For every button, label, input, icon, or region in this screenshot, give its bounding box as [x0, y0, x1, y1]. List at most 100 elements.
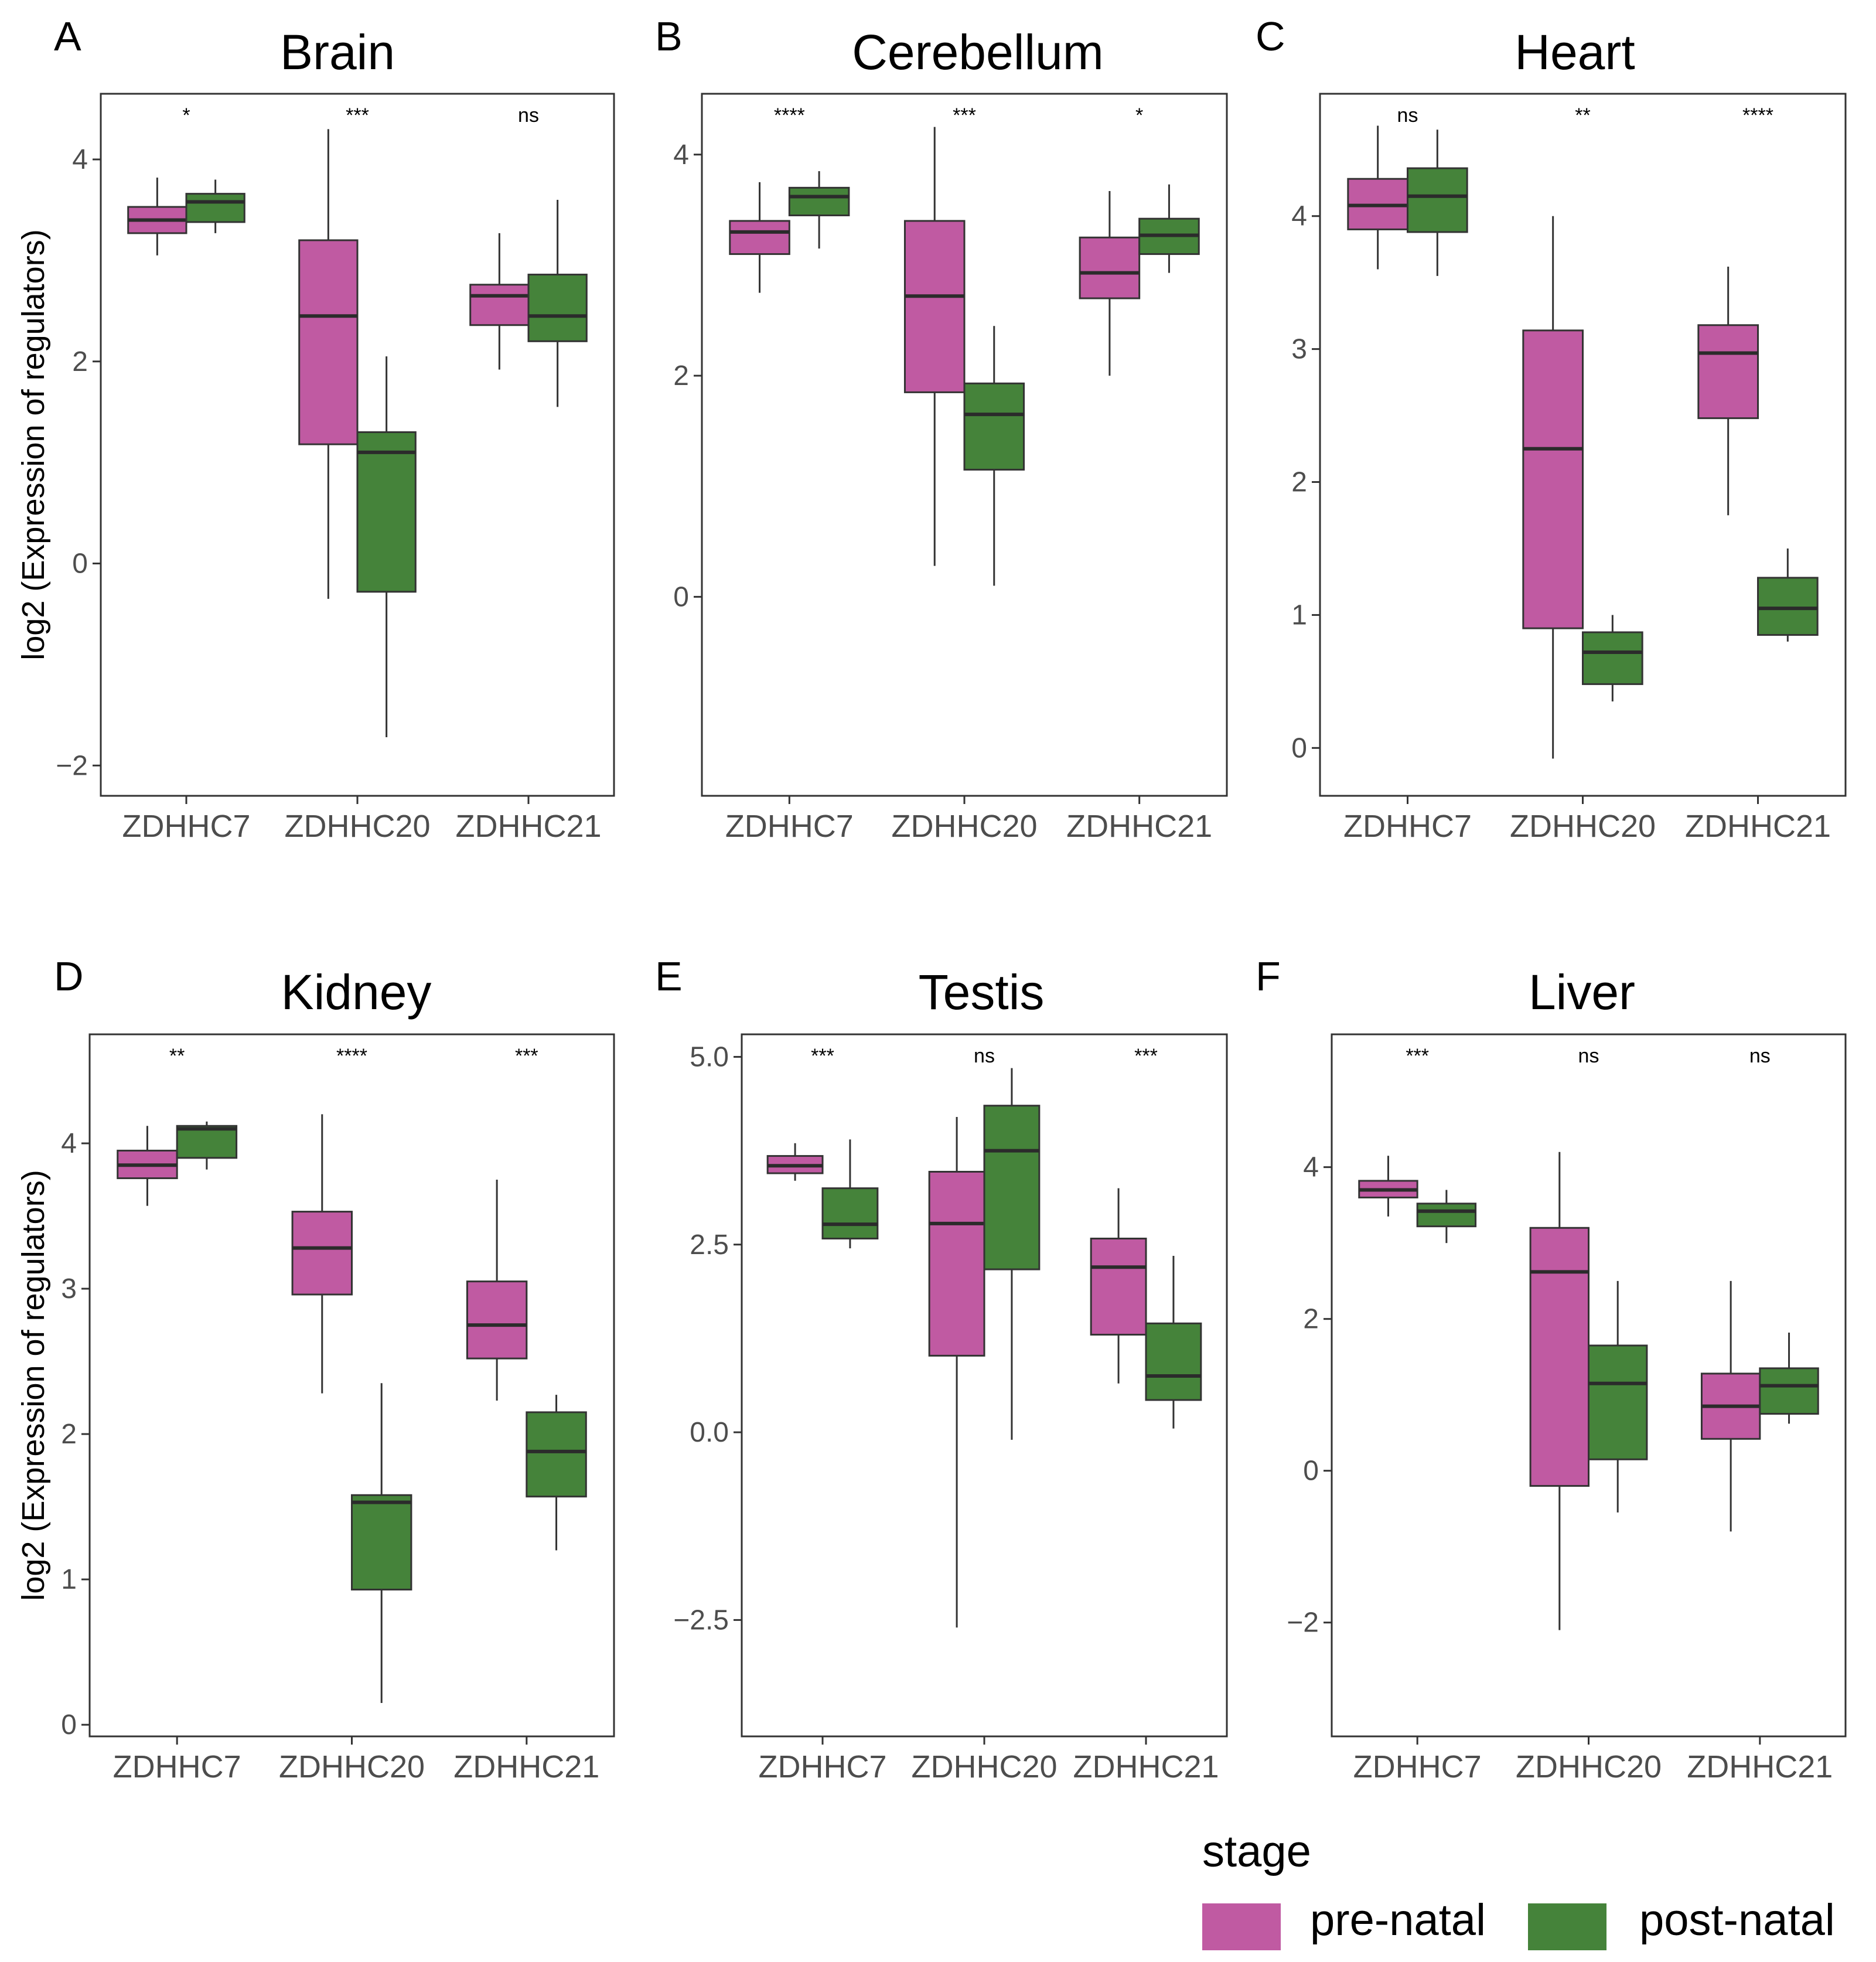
- panel-letter: A: [54, 13, 81, 59]
- legend-title: stage: [1202, 1827, 1311, 1876]
- y-tick-label: 4: [72, 144, 88, 175]
- x-tick-label: ZDHHC7: [1353, 1749, 1482, 1784]
- significance-label: ***: [811, 1045, 834, 1067]
- x-tick-label: ZDHHC20: [284, 809, 430, 844]
- panel-testis: E Testis 5.0 2.5 0.0 −2.5 ZDHHC7 *** ZDHHC20 ns ZD…: [655, 953, 1228, 1784]
- box-post-natal: [821, 1187, 879, 1240]
- panels: A Brain 4 2 0 −2 log2 (Expression of regulator…: [16, 13, 1847, 1784]
- significance-label: ns: [1749, 1045, 1771, 1067]
- panel-letter: E: [655, 953, 683, 999]
- y-tick-label: 4: [1291, 201, 1307, 232]
- box-post-natal: [176, 1125, 238, 1159]
- box-pre-natal: [1697, 324, 1759, 420]
- panel-brain: A Brain 4 2 0 −2 log2 (Expression of regulator…: [16, 13, 615, 844]
- panel-kidney: D Kidney 4 3 2 1 0 log2 (Expression of regulato…: [16, 953, 615, 1784]
- y-tick-label: −2: [1287, 1607, 1319, 1639]
- box-post-natal: [963, 382, 1025, 471]
- legend-swatch-pre-natal: [1202, 1903, 1281, 1950]
- x-tick-label: ZDHHC7: [1343, 809, 1472, 844]
- box-pre-natal: [469, 284, 530, 326]
- y-tick-label: 1: [61, 1564, 77, 1595]
- y-axis-label: log2 (Expression of regulators): [16, 1170, 51, 1600]
- legend: stage pre-natal post-natal: [1202, 1827, 1835, 1950]
- x-tick-label: ZDHHC20: [1510, 809, 1656, 844]
- x-tick-label: ZDHHC20: [1516, 1749, 1662, 1784]
- significance-label: ns: [1397, 104, 1418, 127]
- significance-label: ***: [1134, 1045, 1158, 1067]
- box-post-natal: [1588, 1344, 1648, 1460]
- y-tick-label: 2: [1303, 1304, 1319, 1335]
- x-tick-label: ZDHHC7: [758, 1749, 886, 1784]
- significance-label: ns: [1578, 1045, 1599, 1067]
- y-axis-label: log2 (Expression of regulators): [16, 229, 51, 660]
- x-tick-label: ZDHHC7: [725, 809, 854, 844]
- box-post-natal: [526, 1411, 587, 1498]
- panel-letter: F: [1256, 953, 1281, 999]
- significance-label: *: [182, 104, 190, 127]
- box-pre-natal: [466, 1280, 528, 1360]
- box-post-natal: [1416, 1203, 1477, 1228]
- box-post-natal: [1407, 167, 1468, 233]
- y-tick-label: 3: [1291, 334, 1307, 365]
- panel-heart: C Heart 4 3 2 1 0 ZDHHC7 ns ZDHHC20 ** ZDHHC21 ****: [1256, 13, 1847, 844]
- box-post-natal: [1145, 1322, 1202, 1401]
- y-tick-label: 3: [61, 1273, 77, 1304]
- y-tick-label: 2: [673, 360, 689, 391]
- y-tick-label: 1: [1291, 600, 1307, 631]
- y-tick-label: 4: [673, 139, 689, 171]
- panel-letter: D: [54, 953, 84, 999]
- x-tick-label: ZDHHC21: [1687, 1749, 1833, 1784]
- x-tick-label: ZDHHC21: [1073, 1749, 1219, 1784]
- legend-swatch-post-natal: [1528, 1903, 1606, 1950]
- y-tick-label: 4: [61, 1128, 77, 1159]
- y-tick-label: 2: [1291, 467, 1307, 498]
- box-post-natal: [788, 186, 850, 217]
- box-pre-natal: [1090, 1238, 1147, 1336]
- panel-cerebellum: B Cerebellum 4 2 0 ZDHHC7 **** ZDHHC20 *** ZDHHC2…: [655, 13, 1228, 844]
- y-tick-label: 0: [61, 1709, 77, 1740]
- y-tick-label: 0: [1303, 1456, 1319, 1487]
- panel-title: Cerebellum: [852, 25, 1104, 80]
- panel-letter: B: [655, 13, 683, 59]
- y-tick-label: 5.0: [690, 1041, 729, 1072]
- legend-label-post-natal: post-natal: [1639, 1895, 1835, 1945]
- panel-title: Liver: [1529, 965, 1635, 1020]
- panel-letter: C: [1256, 13, 1285, 59]
- box-pre-natal: [928, 1170, 985, 1357]
- y-tick-label: −2: [56, 750, 88, 781]
- panel-title: Brain: [280, 25, 395, 80]
- significance-label: ***: [346, 104, 369, 127]
- significance-label: ****: [1742, 104, 1773, 127]
- significance-label: **: [1575, 104, 1590, 127]
- y-tick-label: 0: [72, 549, 88, 580]
- box-post-natal: [1759, 1367, 1819, 1415]
- box-post-natal: [185, 193, 245, 223]
- plot-frame: [88, 1033, 615, 1738]
- significance-label: ns: [974, 1045, 995, 1067]
- y-tick-label: −2.5: [673, 1605, 729, 1636]
- significance-label: ns: [518, 104, 539, 127]
- y-tick-label: 2: [72, 346, 88, 377]
- y-tick-label: 4: [1303, 1152, 1319, 1183]
- significance-label: **: [169, 1045, 185, 1067]
- box-pre-natal: [903, 220, 966, 393]
- panel-liver: F Liver 4 2 0 −2 ZDHHC7 *** ZDHHC20 ns ZDHHC21 ns: [1256, 953, 1847, 1784]
- box-pre-natal: [291, 1211, 353, 1296]
- box-post-natal: [1582, 631, 1643, 685]
- significance-label: ***: [953, 104, 976, 127]
- panel-title: Kidney: [281, 965, 432, 1020]
- x-tick-label: ZDHHC20: [891, 809, 1037, 844]
- panel-title: Testis: [919, 965, 1045, 1020]
- box-post-natal: [527, 274, 588, 342]
- y-tick-label: 0.0: [690, 1417, 729, 1448]
- box-pre-natal: [729, 220, 790, 256]
- y-tick-label: 2: [61, 1419, 77, 1450]
- x-tick-label: ZDHHC7: [113, 1749, 241, 1784]
- box-post-natal: [351, 1494, 412, 1590]
- x-tick-label: ZDHHC21: [1685, 809, 1831, 844]
- x-tick-label: ZDHHC21: [455, 809, 601, 844]
- box-post-natal: [356, 431, 417, 593]
- y-tick-label: 2.5: [690, 1229, 729, 1261]
- x-tick-label: ZDHHC20: [279, 1749, 425, 1784]
